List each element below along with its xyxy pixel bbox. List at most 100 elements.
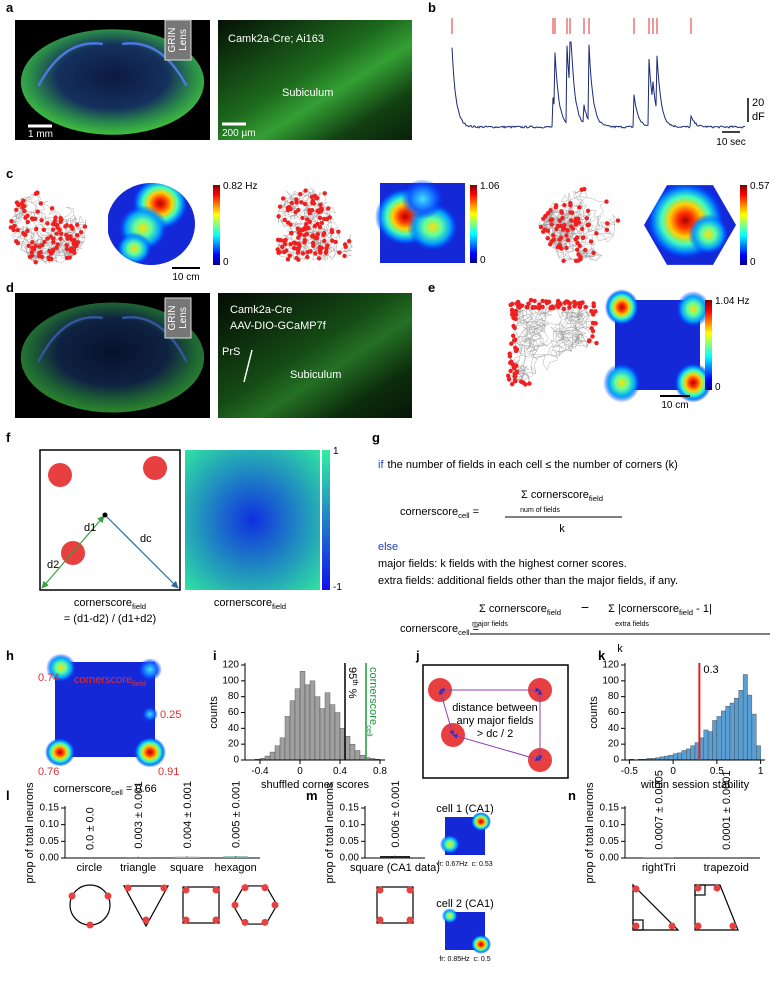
x-tick-label: triangle (120, 862, 156, 874)
spike-dot (310, 240, 316, 246)
spike-dot (576, 220, 582, 225)
formula-sub: field (132, 602, 146, 611)
y-tick-label: 0.15 (600, 803, 620, 814)
spike-dot (568, 218, 574, 223)
lens-label: Lens (178, 307, 189, 329)
spike-dot (510, 333, 516, 339)
scale-label: 10 cm (661, 400, 688, 411)
spike-dot (569, 224, 574, 229)
y-tick-label: 0.15 (340, 803, 360, 814)
spike-dot (59, 217, 64, 222)
arena-icon (632, 883, 680, 931)
spike-dot (52, 219, 58, 224)
y-tick-label: 0.10 (340, 819, 360, 830)
scale-label: dF (752, 111, 765, 123)
spike-dot (53, 222, 59, 227)
y-tick-label: 0.00 (600, 853, 620, 864)
value-label: 0.003 ± 0.001 (133, 781, 145, 848)
hist-bar (269, 751, 276, 761)
genotype: Camk2a-Cre; Ai163 (228, 33, 324, 45)
spike-dot (294, 255, 299, 261)
spike-dot (541, 216, 546, 221)
spike-dot (25, 219, 30, 225)
spike-dot (27, 254, 33, 259)
rate-map-field (45, 738, 75, 767)
spike-dot (550, 304, 555, 309)
hist-bar (664, 755, 669, 761)
spike-dot (72, 250, 77, 256)
spike-dot (508, 368, 513, 374)
spike-dot (304, 222, 309, 227)
icon-field (212, 916, 220, 924)
panel-label: l (6, 788, 10, 803)
spike-dot (593, 321, 598, 326)
y-tick-label: 0.05 (40, 836, 60, 847)
rate-map-field (676, 291, 711, 327)
formula-numerator-rest: - 1| (693, 603, 712, 615)
spike-dot (15, 240, 21, 246)
y-tick-label: 0.00 (40, 853, 60, 864)
hist-bar (289, 700, 296, 761)
spike-dot (23, 232, 28, 237)
spike-dot (48, 251, 54, 256)
hist-bar (686, 748, 691, 761)
formula-numerator-sub: field (679, 608, 693, 617)
spike-dot (615, 218, 621, 223)
hist-bar (304, 684, 311, 761)
spike-dot (304, 231, 310, 237)
rate-map (441, 908, 491, 954)
spike-dot (318, 206, 324, 211)
spike-dot (593, 309, 598, 314)
icon-field (160, 884, 168, 892)
spike-dot (511, 365, 517, 370)
spike-dot (551, 237, 556, 242)
spike-dot (307, 208, 312, 213)
colorbar-min: 0 (750, 257, 756, 268)
colorbar-max: 0.82 Hz (223, 181, 257, 192)
spike-dot (568, 200, 573, 206)
scale-label: 10 cm (172, 272, 199, 283)
value-label: 0.0007 ± 0.0005 (654, 770, 666, 849)
lens-label: GRIN (167, 28, 178, 53)
x-tick-label: 0.8 (373, 766, 387, 777)
icon-field (271, 901, 279, 909)
formula-lhs: cornerscorecell = (400, 506, 479, 520)
formula-lhs-main: cornerscore (400, 506, 458, 518)
bar (223, 856, 248, 858)
rate-map (439, 812, 491, 855)
brain-section (20, 302, 205, 413)
y-tick-label: 0.15 (40, 803, 60, 814)
panel-label: k (598, 648, 606, 663)
spike-dot (322, 238, 327, 244)
spike-dot (33, 260, 38, 265)
y-tick-label: 0 (613, 755, 619, 766)
condition-if: if (378, 459, 384, 471)
spike-dot (594, 340, 599, 346)
spike-dot (560, 215, 565, 221)
y-axis-label: prop of total neurons (584, 782, 596, 883)
icon-field (142, 916, 150, 924)
spike-dot (82, 224, 88, 229)
icon-field (261, 884, 269, 892)
spike-dot (512, 377, 518, 383)
spike-dot (276, 214, 281, 219)
x-tick-label: 0 (297, 766, 303, 777)
hist-bar (274, 745, 281, 761)
spike-dot (346, 238, 352, 244)
spike-dot (519, 303, 525, 308)
spike-dot (291, 246, 297, 251)
spike-dot (9, 218, 14, 224)
spike-dot (570, 210, 575, 215)
spike-dot (505, 373, 511, 379)
spike-dot (567, 305, 572, 310)
spike-dot (509, 341, 514, 346)
spike-dot (36, 253, 42, 259)
spike-dot (561, 306, 567, 312)
spike-dot (64, 223, 69, 228)
field (48, 463, 72, 487)
spike-dot (561, 258, 566, 263)
colorbar-max: 1.06 (480, 181, 500, 192)
spike-dot (586, 222, 592, 228)
spike-dot (70, 226, 75, 231)
icon-field (694, 922, 702, 930)
